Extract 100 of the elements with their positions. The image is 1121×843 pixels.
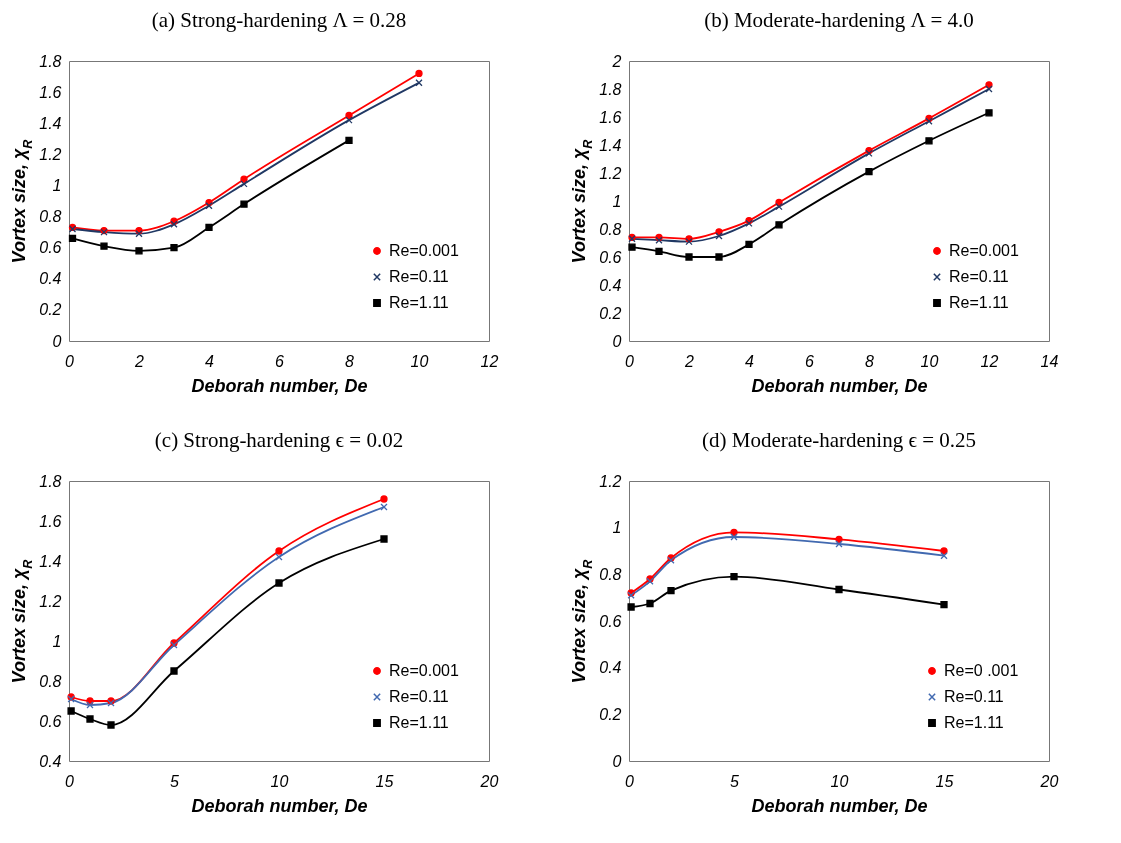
legend-label: Re=0.11 [389, 268, 449, 285]
x-tick-label: 8 [865, 352, 875, 370]
x-tick-label: 10 [920, 352, 939, 370]
chart-title: (d) Moderate-hardening ϵ = 0.25 [701, 428, 977, 452]
point [655, 247, 663, 256]
x-tick-label: 15 [935, 772, 954, 790]
y-tick-label: 0.2 [39, 301, 62, 319]
x-axis-title: Deborah number, De [191, 795, 368, 816]
x-tick-label: 0 [625, 772, 635, 790]
y-tick-label: 1.6 [39, 512, 62, 530]
y-tick-label: 0.4 [599, 276, 622, 294]
y-tick-label: 0.2 [599, 705, 622, 723]
chart-title: (b) Moderate-hardening Λ = 4.0 [704, 8, 974, 32]
point [745, 240, 753, 249]
point [985, 109, 993, 117]
x-tick-label: 2 [684, 352, 695, 370]
y-tick-label: 1.4 [39, 114, 62, 132]
point [835, 585, 843, 594]
legend-label: Re=0.001 [949, 242, 1019, 259]
point [86, 715, 94, 723]
point [940, 601, 948, 609]
y-tick-label: 1.8 [39, 472, 62, 490]
point [205, 223, 213, 232]
y-tick-label: 1.2 [39, 592, 62, 610]
point [345, 111, 353, 120]
point [835, 535, 843, 543]
y-tick-label: 0 [52, 332, 62, 350]
point [715, 228, 723, 236]
legend-label: Re=1.11 [944, 714, 1004, 731]
x-tick-label: 10 [270, 772, 289, 790]
x-tick-label: 10 [830, 772, 849, 790]
point [940, 552, 948, 560]
y-tick-label: 1.2 [599, 164, 622, 182]
point [240, 200, 248, 208]
y-tick-label: 1.8 [39, 52, 62, 70]
legend-label: Re=0.11 [949, 268, 1009, 285]
point [170, 667, 178, 675]
point [275, 579, 283, 587]
y-tick-label: 0.4 [39, 752, 62, 770]
point [107, 721, 115, 729]
x-tick-label: 4 [205, 352, 215, 370]
y-tick-label: 1 [52, 632, 62, 650]
legend-label: Re=0.001 [389, 242, 459, 259]
x-tick-label: 10 [410, 352, 429, 370]
point [646, 599, 654, 608]
x-tick-label: 15 [375, 772, 394, 790]
x-tick-label: 8 [345, 352, 355, 370]
y-tick-label: 0 [612, 332, 622, 350]
point [380, 495, 388, 503]
point [865, 167, 873, 176]
x-tick-label: 2 [134, 352, 145, 370]
legend-label: Re=0.001 [389, 662, 459, 679]
point [685, 253, 693, 261]
y-tick-label: 1 [52, 176, 62, 194]
point [205, 202, 213, 210]
chart-title: (c) Strong-hardening ϵ = 0.02 [154, 428, 404, 452]
x-axis-title: Deborah number, De [751, 375, 928, 396]
point [345, 136, 353, 144]
point [240, 180, 248, 188]
x-tick-label: 0 [65, 772, 75, 790]
point [775, 202, 783, 211]
y-tick-label: 1.6 [599, 108, 622, 126]
point [135, 247, 143, 255]
x-tick-label: 20 [479, 772, 499, 790]
point [68, 234, 77, 242]
y-tick-label: 0.4 [39, 270, 62, 288]
x-tick-label: 4 [745, 352, 755, 370]
x-tick-label: 20 [1039, 772, 1059, 790]
point [415, 79, 423, 87]
y-tick-label: 0.6 [599, 612, 622, 630]
point [345, 116, 353, 124]
legend-label: Re=0.11 [389, 688, 449, 705]
x-tick-label: 12 [980, 352, 999, 370]
y-tick-label: 0.6 [39, 712, 62, 730]
legend-label: Re=0.11 [944, 688, 1004, 705]
y-tick-label: 0.8 [39, 208, 62, 226]
point [715, 253, 723, 261]
y-tick-label: 0.2 [599, 304, 622, 322]
legend-label: Re=1.11 [389, 714, 449, 731]
point [275, 547, 283, 555]
point [627, 603, 635, 611]
point [100, 242, 108, 250]
point [985, 81, 993, 89]
x-tick-label: 6 [805, 352, 815, 370]
point [925, 137, 933, 145]
y-tick-label: 0.8 [39, 672, 62, 690]
legend-label: Re=1.11 [389, 294, 449, 311]
y-tick-label: 1 [612, 192, 622, 210]
point [940, 547, 948, 555]
x-axis-title: Deborah number, De [751, 795, 928, 816]
legend-label: Re=1.11 [949, 294, 1009, 311]
y-tick-label: 1.2 [39, 145, 62, 163]
y-tick-label: 1.8 [599, 80, 622, 98]
x-tick-label: 5 [170, 772, 180, 790]
point [628, 243, 636, 251]
point [67, 707, 75, 715]
y-tick-label: 0.6 [599, 248, 622, 266]
y-tick-label: 1.4 [599, 136, 622, 154]
y-tick-label: 0 [612, 752, 622, 770]
point [667, 587, 675, 595]
